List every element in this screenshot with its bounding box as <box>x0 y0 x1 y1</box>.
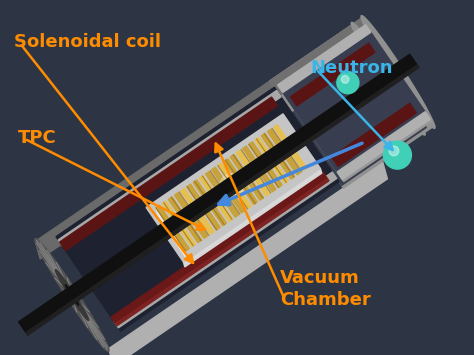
Polygon shape <box>267 129 301 175</box>
Polygon shape <box>270 18 366 98</box>
Polygon shape <box>249 142 282 187</box>
Polygon shape <box>255 137 288 183</box>
Circle shape <box>337 72 359 94</box>
Circle shape <box>226 180 238 192</box>
Polygon shape <box>230 154 264 200</box>
Polygon shape <box>162 201 195 247</box>
Polygon shape <box>273 125 307 171</box>
Polygon shape <box>292 55 426 185</box>
Polygon shape <box>114 172 337 328</box>
Polygon shape <box>206 171 239 217</box>
Text: Vacuum: Vacuum <box>280 269 360 287</box>
Polygon shape <box>283 32 426 173</box>
Polygon shape <box>156 205 189 251</box>
Text: Solenoidal coil: Solenoidal coil <box>14 33 161 51</box>
Polygon shape <box>382 68 395 89</box>
Polygon shape <box>111 172 329 326</box>
Text: Neutron: Neutron <box>310 59 392 77</box>
Polygon shape <box>58 91 281 246</box>
Polygon shape <box>174 193 208 239</box>
Polygon shape <box>332 103 417 166</box>
Polygon shape <box>278 25 432 181</box>
Polygon shape <box>278 25 371 93</box>
Polygon shape <box>35 239 109 351</box>
Polygon shape <box>146 114 320 262</box>
Polygon shape <box>270 18 435 188</box>
Polygon shape <box>156 208 188 261</box>
Polygon shape <box>181 189 214 234</box>
Polygon shape <box>35 54 314 259</box>
Polygon shape <box>224 159 257 204</box>
Polygon shape <box>65 285 79 305</box>
Polygon shape <box>218 163 251 209</box>
Polygon shape <box>337 112 430 179</box>
Polygon shape <box>116 179 329 326</box>
Polygon shape <box>183 168 322 267</box>
Circle shape <box>389 146 399 156</box>
Circle shape <box>383 141 411 169</box>
Polygon shape <box>56 87 339 331</box>
Text: TPC: TPC <box>18 129 57 147</box>
Circle shape <box>220 174 244 198</box>
Polygon shape <box>18 54 419 335</box>
Polygon shape <box>237 150 270 196</box>
Polygon shape <box>60 97 277 251</box>
Polygon shape <box>109 161 387 355</box>
Polygon shape <box>187 184 220 230</box>
Circle shape <box>341 76 349 83</box>
Polygon shape <box>193 180 227 226</box>
Polygon shape <box>351 22 425 135</box>
Polygon shape <box>199 176 233 222</box>
Polygon shape <box>361 16 435 129</box>
Polygon shape <box>55 269 89 321</box>
Polygon shape <box>212 167 245 213</box>
Text: Chamber: Chamber <box>280 291 371 309</box>
Polygon shape <box>261 133 294 179</box>
Polygon shape <box>168 197 201 242</box>
Polygon shape <box>243 146 276 192</box>
Polygon shape <box>291 43 375 106</box>
Polygon shape <box>26 65 419 335</box>
